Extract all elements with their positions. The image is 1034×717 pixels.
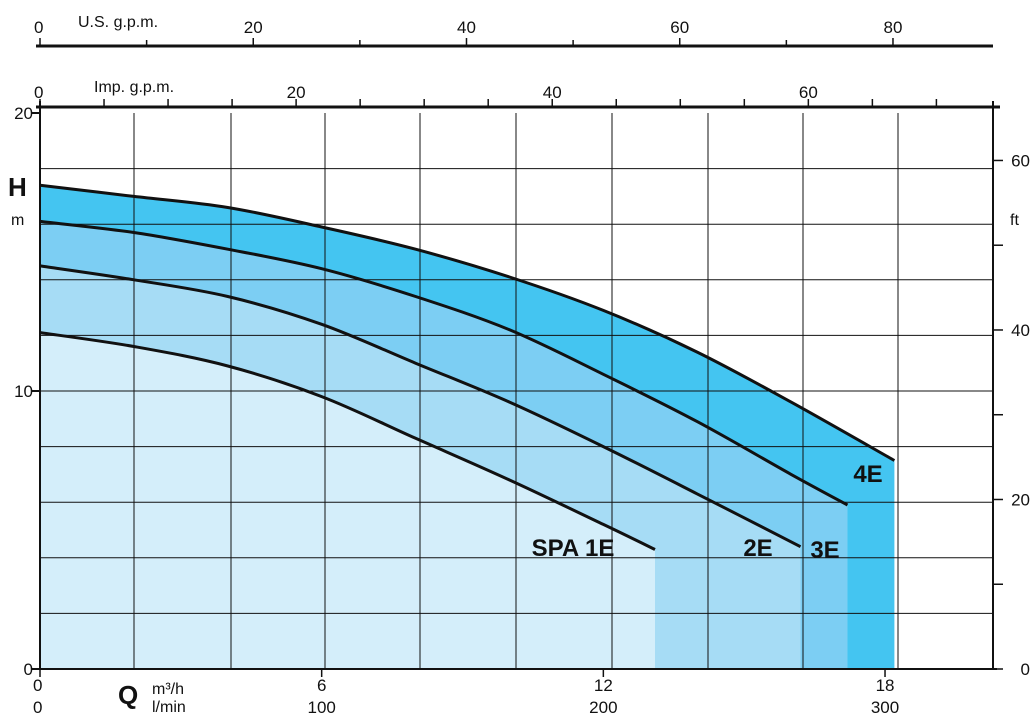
top-axis-imp-tick-label: 20 [287,83,306,102]
series-area-spa-1e [40,332,655,669]
series-label-4e: 4E [853,461,882,488]
top-axis-imp-tick-label: 40 [543,83,562,102]
x-tick-label-lmin: 0 [33,698,42,717]
series-labels: SPA 1E 2E 3E 4E [532,461,883,564]
x-tick-label-lmin: 200 [589,698,617,717]
top-axis-us-tick-label: 0 [34,18,43,37]
series-curves [39,183,896,551]
top-axis-us-tick-label: 40 [457,18,476,37]
y-tick-label-ft: 20 [1011,490,1030,509]
x-axis-symbol: Q [118,680,138,710]
x-axis-unit-primary: m³/h [152,681,184,698]
x-tick-label-m3h: 0 [33,676,42,695]
top-axis-us-tick-label: 80 [884,18,903,37]
y-tick-label-m: 10 [14,382,33,401]
axis-labels: H m ft Q m³/h l/min U.S. g.p.m. Imp. g.p… [8,14,1019,716]
y-tick-label-ft: 60 [1011,151,1030,170]
y-axis-unit-right: ft [1010,212,1019,229]
y-tick-label-m: 20 [14,104,33,123]
x-axis-unit-secondary: l/min [152,699,186,716]
series-curve-3e [39,219,849,507]
x-tick-label-lmin: 300 [871,698,899,717]
series-curve-4e [39,183,896,462]
top-axis-imp-tick-label: 60 [799,83,818,102]
series-curve-2e [39,264,802,549]
y-tick-label-ft: 0 [1021,660,1030,679]
series-label-2e: 2E [743,535,772,562]
top-axis-imp-tick-label: 0 [34,83,43,102]
top-axis-us-tick-label: 60 [670,18,689,37]
top-axis-imp-label: Imp. g.p.m. [94,79,174,96]
x-tick-label-lmin: 100 [307,698,335,717]
x-tick-label-m3h: 6 [317,676,326,695]
y-tick-label-m: 0 [24,660,33,679]
series-label-3e: 3E [810,537,839,564]
y-tick-label-ft: 40 [1011,321,1030,340]
y-axis-symbol: H [8,172,27,202]
grid [40,113,993,669]
top-axis-us-tick-label: 20 [244,18,263,37]
series-label-spa-1e: SPA 1E [532,535,615,562]
series-curve-spa-1e [39,331,656,551]
series-areas [40,185,895,670]
x-tick-label-m3h: 18 [876,676,895,695]
y-axis-unit-left: m [11,212,24,229]
top-axis-us-label: U.S. g.p.m. [78,14,158,31]
x-tick-label-m3h: 12 [594,676,613,695]
axes [32,38,1003,677]
